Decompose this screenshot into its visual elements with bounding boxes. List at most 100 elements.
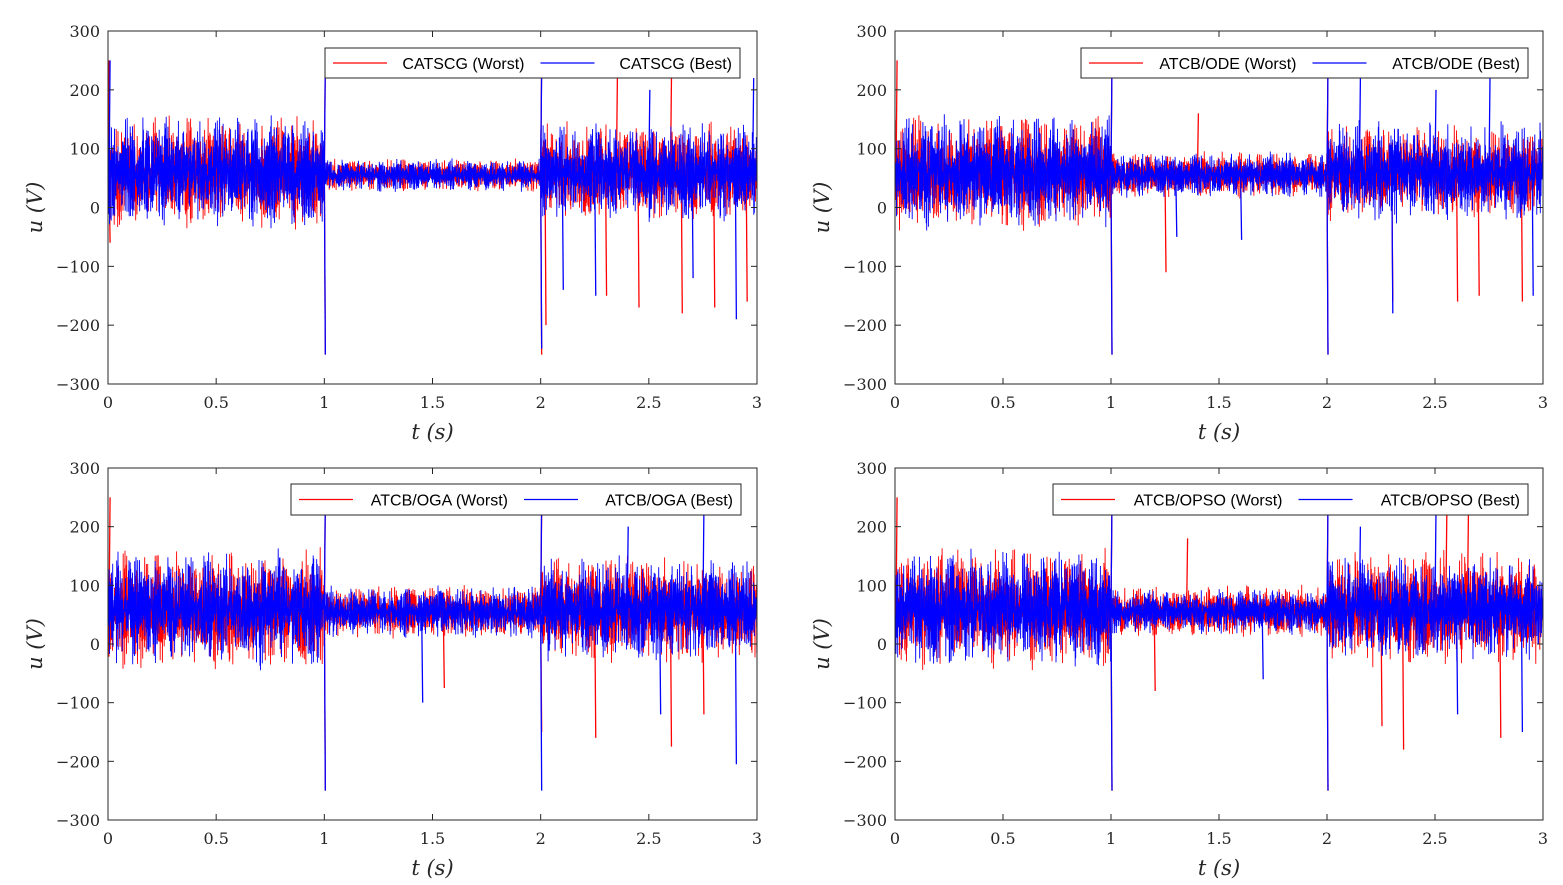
y-tick-label: 0 xyxy=(877,199,887,218)
y-tick-label: 200 xyxy=(69,81,100,100)
series-spike xyxy=(1401,608,1405,750)
chart-panel-4: 0 0.5 1 1.5 2 2.5 3 −300 −200 −100 0 100 200 300 t (s)… xyxy=(810,459,1548,880)
y-tick-label: −200 xyxy=(843,752,887,771)
legend: ATCB/ODE (Worst) ATCB/ODE (Best) xyxy=(1080,47,1529,79)
series-spike xyxy=(713,172,716,308)
chart-panel-1: 0 0.5 1 1.5 2 2.5 3 −300 −200 −100 0 100 200 300 t (s)… xyxy=(23,22,762,444)
legend: ATCB/OGA (Worst) ATCB/OGA (Best) xyxy=(290,483,742,516)
legend-box xyxy=(1080,47,1529,79)
y-axis-label: u (V) xyxy=(810,618,834,670)
series-spike xyxy=(1326,503,1329,612)
y-axis-label: u (V) xyxy=(23,182,47,234)
series-spike xyxy=(561,172,564,290)
series-spike xyxy=(323,60,326,173)
legend: CATSCG (Worst) CATSCG (Best) xyxy=(324,47,741,79)
series-spike xyxy=(1477,172,1480,296)
series-spike xyxy=(1326,175,1329,355)
x-tick-label: 3 xyxy=(752,829,762,848)
x-tick-label: 0.5 xyxy=(990,393,1015,412)
series-spike xyxy=(594,172,597,296)
x-tick-label: 0 xyxy=(103,829,113,848)
series-spike xyxy=(1110,60,1113,173)
series-spike xyxy=(648,89,651,173)
series-spike xyxy=(1391,172,1394,314)
series-spike xyxy=(1455,172,1459,302)
series-spike xyxy=(421,611,424,703)
x-tick-label: 3 xyxy=(1538,829,1548,848)
x-tick-label: 2.5 xyxy=(1422,829,1447,848)
y-tick-label: 200 xyxy=(69,518,100,537)
x-axis-label: t (s) xyxy=(411,856,453,880)
x-tick-label: 3 xyxy=(1538,393,1548,412)
series-spike xyxy=(1358,526,1362,609)
legend-label-1: ATCB/ODE (Worst) xyxy=(1159,56,1296,73)
series-spike xyxy=(626,526,629,609)
series-spike xyxy=(1326,66,1329,176)
series-spike xyxy=(544,172,547,326)
y-tick-label: −200 xyxy=(56,316,100,335)
y-axis-label: u (V) xyxy=(810,182,834,234)
y-tick-label: 200 xyxy=(856,518,887,537)
series-spike xyxy=(702,509,705,609)
y-tick-label: −100 xyxy=(843,257,887,276)
x-tick-label: 3 xyxy=(752,393,762,412)
y-tick-label: −100 xyxy=(56,694,100,713)
series-spike xyxy=(323,497,326,609)
y-tick-label: 200 xyxy=(856,81,887,100)
chart-panel-3: 0 0.5 1 1.5 2 2.5 3 −300 −200 −100 0 100 200 300 t (s)… xyxy=(23,459,762,880)
series-spike xyxy=(1110,497,1113,609)
legend-box xyxy=(324,47,741,79)
x-axis-label: t (s) xyxy=(1198,856,1240,880)
series-spike xyxy=(540,611,543,791)
y-tick-label: 300 xyxy=(856,459,887,478)
x-tick-label: 1.5 xyxy=(420,393,445,412)
series-spike xyxy=(1185,538,1189,612)
series-spike xyxy=(540,175,543,349)
y-tick-label: 300 xyxy=(69,459,100,478)
series-spike xyxy=(1531,172,1534,296)
x-axis-label: t (s) xyxy=(411,420,453,444)
series-spike xyxy=(637,172,640,308)
y-axis-label: u (V) xyxy=(23,618,47,670)
series-spike xyxy=(1326,611,1329,791)
legend-label-1: ATCB/OPSO (Worst) xyxy=(1134,493,1283,510)
series-spike xyxy=(691,172,694,279)
x-tick-label: 1.5 xyxy=(1206,393,1231,412)
legend-label-1: CATSCG (Worst) xyxy=(402,56,524,73)
series-spike xyxy=(1175,175,1178,237)
series-line-2 xyxy=(108,548,757,671)
y-tick-label: −100 xyxy=(843,694,887,713)
legend-label-2: ATCB/ODE (Best) xyxy=(1392,56,1520,73)
series-spike xyxy=(540,66,543,176)
x-tick-label: 1 xyxy=(1106,393,1116,412)
y-tick-label: −300 xyxy=(843,811,887,830)
x-tick-label: 0.5 xyxy=(203,393,228,412)
y-tick-label: −200 xyxy=(843,316,887,335)
y-tick-label: −300 xyxy=(56,375,100,394)
x-tick-label: 1.5 xyxy=(1206,829,1231,848)
legend-label-2: CATSCG (Best) xyxy=(619,56,732,73)
x-tick-label: 0 xyxy=(890,829,900,848)
x-tick-label: 2 xyxy=(536,393,546,412)
legend-label-2: ATCB/OGA (Best) xyxy=(605,493,733,510)
series-spike xyxy=(1358,78,1362,173)
series-spike xyxy=(1434,509,1437,609)
y-tick-label: 100 xyxy=(69,576,100,595)
y-tick-label: −300 xyxy=(56,811,100,830)
series-spike xyxy=(745,172,748,302)
series-spike xyxy=(1455,608,1459,715)
series-spike xyxy=(1488,78,1491,173)
legend: ATCB/OPSO (Worst) ATCB/OPSO (Best) xyxy=(1052,483,1529,516)
series-spike xyxy=(1110,172,1113,355)
series-spike xyxy=(702,608,705,715)
series-spike xyxy=(323,172,326,355)
x-tick-label: 1 xyxy=(319,829,329,848)
x-tick-label: 0 xyxy=(890,393,900,412)
x-tick-label: 2.5 xyxy=(1422,393,1447,412)
y-tick-label: 300 xyxy=(856,22,887,41)
series-spike xyxy=(604,172,608,296)
y-tick-label: 0 xyxy=(877,635,887,654)
legend-box xyxy=(290,483,742,516)
series-spike xyxy=(1164,175,1167,273)
